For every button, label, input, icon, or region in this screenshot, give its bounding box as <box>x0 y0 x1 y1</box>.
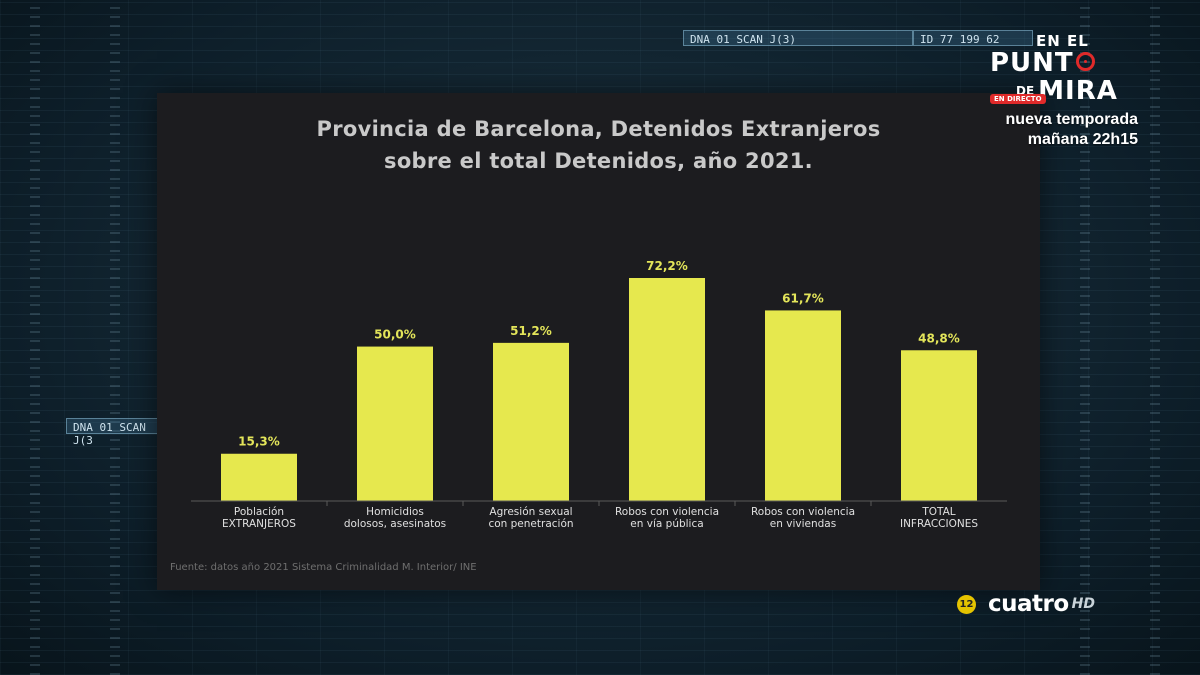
target-icon <box>1075 52 1095 71</box>
bar-value-label-1: 50,0% <box>374 328 416 342</box>
background-column <box>110 0 120 675</box>
bar-value-label-2: 51,2% <box>510 324 552 338</box>
bar-value-label-0: 15,3% <box>238 435 280 449</box>
channel-name: cuatro <box>988 591 1069 617</box>
logo-line-1: EN EL <box>1036 32 1089 50</box>
live-badge: EN DIRECTO <box>990 94 1046 104</box>
bar-chart: 15,3% 50,0% 51,2% 72,2% 61,7% 48,8% Población… <box>191 259 1007 530</box>
category-label-4-0: Robos con violencia <box>751 506 855 518</box>
scan-id-box: ID 77 199 62 <box>913 30 1033 46</box>
logo-line-3: DE MIRA <box>990 76 1140 106</box>
chart-title-line-1: Provincia de Barcelona, Detenidos Extran… <box>316 117 881 141</box>
promo-line-1: nueva temporada <box>1005 111 1138 128</box>
bar-4 <box>765 310 841 501</box>
bar-5 <box>901 350 977 501</box>
chart-title: Provincia de Barcelona, Detenidos Extran… <box>157 113 1040 177</box>
promo-line-2: mañana 22h15 <box>1027 131 1138 148</box>
bar-2 <box>493 342 569 501</box>
channel-hd: HD <box>1071 596 1096 612</box>
chart-source: Fuente: datos año 2021 Sistema Criminali… <box>170 562 477 573</box>
category-label-0-0: Población <box>234 506 284 518</box>
category-label-2-1: con penetración <box>488 518 573 530</box>
logo-mira: MIRA <box>1038 76 1118 106</box>
category-label-2-0: Agresión sexual <box>489 506 572 518</box>
category-label-5-1: INFRACCIONES <box>900 518 978 530</box>
bar-value-label-5: 48,8% <box>918 331 960 345</box>
background-column <box>1080 0 1090 675</box>
background-column <box>1150 0 1160 675</box>
category-label-1-0: Homicidios <box>366 506 424 518</box>
bar-1 <box>357 346 433 501</box>
category-label-0-1: EXTRANJEROS <box>222 518 296 530</box>
scan-box-top: DNA 01 SCAN J(3) <box>683 30 913 46</box>
logo-punt: PUNT <box>990 48 1074 78</box>
chart-title-line-2: sobre el total Detenidos, año 2021. <box>384 149 813 173</box>
category-label-3-0: Robos con violencia <box>615 506 719 518</box>
bar-value-label-4: 61,7% <box>782 291 824 305</box>
promo-text: nueva temporada mañana 22h15 <box>1006 110 1138 150</box>
bar-3 <box>629 278 705 501</box>
category-label-1-1: dolosos, asesinatos <box>344 518 446 530</box>
category-label-4-1: en viviendas <box>770 518 836 530</box>
bar-0 <box>221 453 297 501</box>
bar-value-label-3: 72,2% <box>646 259 688 273</box>
program-logo: EN EL PUNT DE MIRA <box>990 32 1140 106</box>
logo-line-2: PUNT <box>990 50 1140 76</box>
category-label-3-1: en vía pública <box>630 518 703 530</box>
background-column <box>30 0 40 675</box>
chart-panel: Provincia de Barcelona, Detenidos Extran… <box>157 93 1040 590</box>
age-rating-badge: 12 <box>957 594 976 614</box>
scan-box-left: DNA 01 SCAN J(3 <box>66 418 162 447</box>
channel-logo: 12 cuatro HD <box>957 591 1095 617</box>
category-label-5-0: TOTAL <box>921 506 955 518</box>
